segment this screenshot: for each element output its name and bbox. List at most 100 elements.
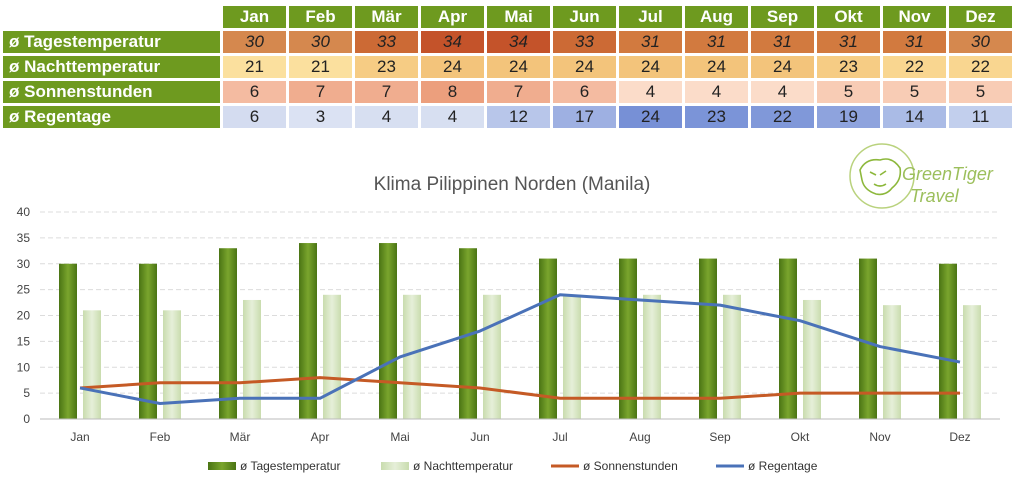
bar-nachttemperatur: [163, 310, 181, 419]
table-cell: 33: [355, 31, 418, 53]
bar-tagestemperatur: [59, 263, 77, 419]
table-cell: 21: [289, 56, 352, 78]
line-sonnenstunden: [79, 376, 960, 400]
table-cell: 31: [685, 31, 748, 53]
table-header-row: Jan Feb Mär Apr Mai Jun Jul Aug Sep Okt Nov Dez: [3, 6, 1012, 28]
logo-text-travel: Travel: [910, 186, 960, 206]
y-tick-label: 15: [17, 334, 31, 348]
table-cell: 23: [685, 106, 748, 128]
logo-text-green: Green: [902, 164, 952, 184]
x-tick-label: Jun: [470, 430, 489, 444]
bar-nachttemperatur: [803, 299, 821, 419]
table-cell: 22: [751, 106, 814, 128]
table-month-header: Okt: [817, 6, 880, 28]
table-cell: 30: [289, 31, 352, 53]
table-cell: 30: [223, 31, 286, 53]
table-cell: 24: [619, 106, 682, 128]
bar-nachttemperatur: [323, 294, 341, 419]
climate-chart: 0 5 10 15 20 25 30 35 40 Jan Feb Mär Apr Mai Jun Jul Aug…: [17, 174, 1000, 473]
table-cell: 24: [619, 56, 682, 78]
legend-regentage-label: ø Regentage: [748, 459, 818, 473]
bar-nachttemperatur: [83, 310, 101, 419]
table-cell: 33: [553, 31, 616, 53]
chart-title: Klima Pilippinen Norden (Manila): [374, 174, 651, 195]
table-month-header: Aug: [685, 6, 748, 28]
x-tick-label: Mai: [390, 430, 409, 444]
legend-tagestemperatur-swatch: [208, 462, 236, 470]
x-tick-label: Feb: [150, 430, 171, 444]
table-cell: 31: [619, 31, 682, 53]
table-cell: 31: [751, 31, 814, 53]
bar-tagestemperatur: [299, 243, 317, 419]
table-row-label: ø Regentage: [3, 106, 220, 128]
y-tick-label: 40: [17, 205, 31, 219]
bar-nachttemperatur: [883, 305, 901, 419]
table-cell: 34: [421, 31, 484, 53]
bar-tagestemperatur: [139, 263, 157, 419]
table-cell: 23: [355, 56, 418, 78]
table-cell: 5: [883, 81, 946, 103]
table-row: ø Nachttemperatur 21 21 23 24 24 24 24 24 24 23 22 2…: [3, 56, 1012, 78]
table-cell: 7: [355, 81, 418, 103]
table-cell: 22: [949, 56, 1012, 78]
table-cell: 4: [751, 81, 814, 103]
table-cell: 6: [223, 106, 286, 128]
table-month-header: Nov: [883, 6, 946, 28]
x-tick-label: Aug: [629, 430, 650, 444]
bar-tagestemperatur: [859, 258, 877, 419]
table-month-header: Mai: [487, 6, 550, 28]
x-tick-label: Okt: [791, 430, 810, 444]
y-tick-label: 35: [17, 231, 31, 245]
x-tick-label: Sep: [709, 430, 731, 444]
table-cell: 24: [553, 56, 616, 78]
table-cell: 24: [751, 56, 814, 78]
x-tick-label: Mär: [230, 430, 251, 444]
bar-nachttemperatur: [563, 294, 581, 419]
table-row-label: ø Sonnenstunden: [3, 81, 220, 103]
table-cell: 5: [817, 81, 880, 103]
y-tick-label: 10: [17, 360, 31, 374]
table-cell: 3: [289, 106, 352, 128]
table-month-header: Jul: [619, 6, 682, 28]
table-month-header: Jun: [553, 6, 616, 28]
green-tiger-travel-logo: Green Tiger Travel: [846, 140, 1004, 212]
y-tick-label: 5: [23, 386, 30, 400]
table-cell: 14: [883, 106, 946, 128]
logo-text-tiger: Tiger: [952, 164, 994, 184]
table-month-header: Mär: [355, 6, 418, 28]
logo-circle-icon: [849, 143, 915, 209]
table-cell: 12: [487, 106, 550, 128]
y-tick-label: 25: [17, 283, 31, 297]
table-month-header: Dez: [949, 6, 1012, 28]
climate-table: Jan Feb Mär Apr Mai Jun Jul Aug Sep Okt Nov Dez ø Ta…: [0, 3, 1015, 131]
table-cell: 8: [421, 81, 484, 103]
table-cell: 21: [223, 56, 286, 78]
table-cell: 22: [883, 56, 946, 78]
x-tick-label: Jul: [552, 430, 567, 444]
table-cell: 7: [289, 81, 352, 103]
bar-nachttemperatur: [723, 294, 741, 419]
table-row: ø Regentage 6 3 4 4 12 17 24 23 22 19 14 11: [3, 106, 1012, 128]
y-tick-label: 0: [23, 412, 30, 426]
table-month-header: Sep: [751, 6, 814, 28]
table-cell: 4: [685, 81, 748, 103]
table-cell: 4: [355, 106, 418, 128]
bar-nachttemperatur: [483, 294, 501, 419]
table-cell: 5: [949, 81, 1012, 103]
table-cell: 24: [487, 56, 550, 78]
table-cell: 11: [949, 106, 1012, 128]
bar-tagestemperatur: [779, 258, 797, 419]
table-row-label: ø Nachttemperatur: [3, 56, 220, 78]
y-tick-label: 30: [17, 257, 31, 271]
table-row: ø Tagestemperatur 30 30 33 34 34 33 31 31 31 31 31 3…: [3, 31, 1012, 53]
table-row-label: ø Tagestemperatur: [3, 31, 220, 53]
table-month-header: Apr: [421, 6, 484, 28]
x-tick-label: Jan: [70, 430, 89, 444]
bar-tagestemperatur: [379, 243, 397, 419]
table-row: ø Sonnenstunden 6 7 7 8 7 6 4 4 4 5 5 5: [3, 81, 1012, 103]
table-cell: 17: [553, 106, 616, 128]
bar-nachttemperatur: [643, 294, 661, 419]
bar-tagestemperatur: [619, 258, 637, 419]
table-corner-cell: [3, 6, 220, 28]
bar-tagestemperatur: [219, 248, 237, 419]
